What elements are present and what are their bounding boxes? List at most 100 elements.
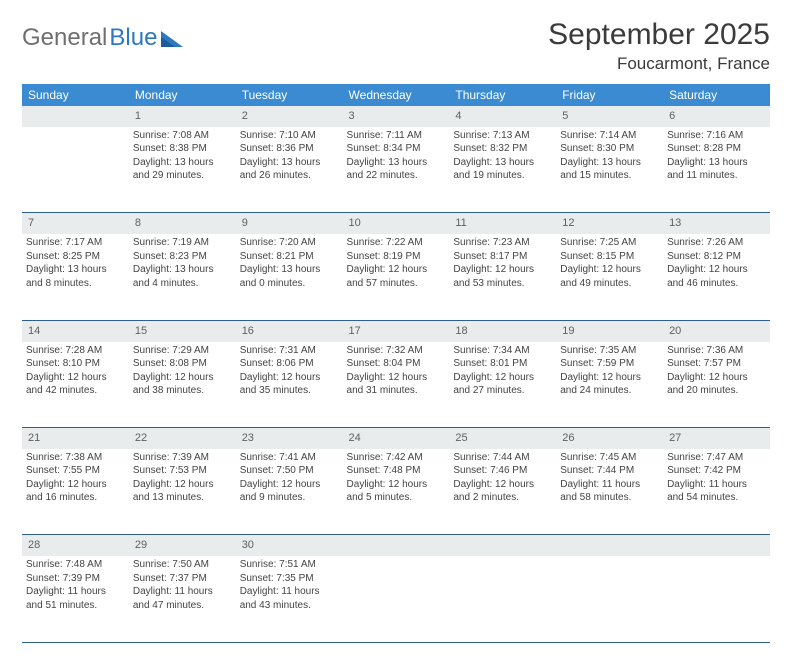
day-content-cell: Sunrise: 7:13 AMSunset: 8:32 PMDaylight:…	[449, 127, 556, 213]
day-info-line: Daylight: 13 hours	[560, 156, 659, 170]
day-info-line: Daylight: 11 hours	[26, 585, 125, 599]
day-info-line: Sunrise: 7:34 AM	[453, 344, 552, 358]
day-info-line: Sunrise: 7:20 AM	[240, 236, 339, 250]
header-bar: GeneralBlue September 2025 Foucarmont, F…	[22, 18, 770, 74]
day-content-cell	[449, 556, 556, 642]
day-number-cell: 26	[556, 428, 663, 449]
day-info-line: Sunset: 8:32 PM	[453, 142, 552, 156]
day-info-line: and 4 minutes.	[133, 277, 232, 291]
day-info-line: Sunrise: 7:36 AM	[667, 344, 766, 358]
day-info-line: Sunrise: 7:10 AM	[240, 129, 339, 143]
day-info-line: Sunset: 8:30 PM	[560, 142, 659, 156]
location-label: Foucarmont, France	[548, 54, 770, 74]
day-info-line: and 47 minutes.	[133, 599, 232, 613]
day-info-line: Sunrise: 7:11 AM	[347, 129, 446, 143]
day-info-line: and 29 minutes.	[133, 169, 232, 183]
day-content-row: Sunrise: 7:17 AMSunset: 8:25 PMDaylight:…	[22, 234, 770, 320]
title-block: September 2025 Foucarmont, France	[548, 18, 770, 74]
day-info-line: Sunset: 7:46 PM	[453, 464, 552, 478]
day-content-row: Sunrise: 7:28 AMSunset: 8:10 PMDaylight:…	[22, 342, 770, 428]
day-content-cell	[663, 556, 770, 642]
day-number-cell: 19	[556, 320, 663, 341]
day-content-cell: Sunrise: 7:42 AMSunset: 7:48 PMDaylight:…	[343, 449, 450, 535]
day-info-line: Sunset: 8:06 PM	[240, 357, 339, 371]
day-info-line: Daylight: 12 hours	[453, 371, 552, 385]
day-info-line: Sunset: 7:48 PM	[347, 464, 446, 478]
day-info-line: and 42 minutes.	[26, 384, 125, 398]
day-content-cell: Sunrise: 7:26 AMSunset: 8:12 PMDaylight:…	[663, 234, 770, 320]
day-info-line: Sunrise: 7:32 AM	[347, 344, 446, 358]
day-number-cell: 6	[663, 106, 770, 127]
day-content-cell: Sunrise: 7:39 AMSunset: 7:53 PMDaylight:…	[129, 449, 236, 535]
day-info-line: Sunset: 8:23 PM	[133, 250, 232, 264]
day-info-line: Daylight: 11 hours	[133, 585, 232, 599]
day-info-line: Sunset: 7:59 PM	[560, 357, 659, 371]
day-number-cell: 11	[449, 213, 556, 234]
day-info-line: Daylight: 11 hours	[667, 478, 766, 492]
day-content-row: Sunrise: 7:08 AMSunset: 8:38 PMDaylight:…	[22, 127, 770, 213]
day-number-cell: 9	[236, 213, 343, 234]
day-info-line: Sunrise: 7:08 AM	[133, 129, 232, 143]
day-number-cell	[449, 535, 556, 556]
weekday-header: Tuesday	[236, 84, 343, 106]
day-info-line: Sunset: 8:34 PM	[347, 142, 446, 156]
day-info-line: Sunrise: 7:51 AM	[240, 558, 339, 572]
day-content-cell: Sunrise: 7:36 AMSunset: 7:57 PMDaylight:…	[663, 342, 770, 428]
day-number-cell: 3	[343, 106, 450, 127]
day-number-cell	[22, 106, 129, 127]
calendar-table: Sunday Monday Tuesday Wednesday Thursday…	[22, 84, 770, 643]
day-info-line: Sunrise: 7:25 AM	[560, 236, 659, 250]
day-info-line: and 35 minutes.	[240, 384, 339, 398]
day-info-line: Sunrise: 7:42 AM	[347, 451, 446, 465]
day-info-line: and 31 minutes.	[347, 384, 446, 398]
day-info-line: Sunset: 7:39 PM	[26, 572, 125, 586]
day-content-cell: Sunrise: 7:11 AMSunset: 8:34 PMDaylight:…	[343, 127, 450, 213]
day-info-line: Sunset: 8:12 PM	[667, 250, 766, 264]
day-number-cell: 15	[129, 320, 236, 341]
day-info-line: Sunrise: 7:19 AM	[133, 236, 232, 250]
day-info-line: Sunset: 8:04 PM	[347, 357, 446, 371]
day-info-line: Daylight: 12 hours	[453, 478, 552, 492]
day-info-line: Sunset: 7:44 PM	[560, 464, 659, 478]
day-content-cell: Sunrise: 7:32 AMSunset: 8:04 PMDaylight:…	[343, 342, 450, 428]
day-info-line: Sunrise: 7:14 AM	[560, 129, 659, 143]
day-info-line: Daylight: 13 hours	[133, 156, 232, 170]
day-info-line: and 22 minutes.	[347, 169, 446, 183]
day-content-cell: Sunrise: 7:41 AMSunset: 7:50 PMDaylight:…	[236, 449, 343, 535]
day-info-line: and 15 minutes.	[560, 169, 659, 183]
day-content-cell: Sunrise: 7:28 AMSunset: 8:10 PMDaylight:…	[22, 342, 129, 428]
day-info-line: Sunrise: 7:38 AM	[26, 451, 125, 465]
day-info-line: Sunset: 8:19 PM	[347, 250, 446, 264]
day-info-line: and 54 minutes.	[667, 491, 766, 505]
day-info-line: and 0 minutes.	[240, 277, 339, 291]
day-info-line: Sunset: 7:35 PM	[240, 572, 339, 586]
day-content-cell	[22, 127, 129, 213]
day-info-line: and 53 minutes.	[453, 277, 552, 291]
day-info-line: Sunrise: 7:23 AM	[453, 236, 552, 250]
day-info-line: Daylight: 12 hours	[26, 478, 125, 492]
day-info-line: and 43 minutes.	[240, 599, 339, 613]
day-content-cell: Sunrise: 7:35 AMSunset: 7:59 PMDaylight:…	[556, 342, 663, 428]
day-content-cell: Sunrise: 7:10 AMSunset: 8:36 PMDaylight:…	[236, 127, 343, 213]
day-number-cell: 18	[449, 320, 556, 341]
day-info-line: and 16 minutes.	[26, 491, 125, 505]
day-content-cell: Sunrise: 7:47 AMSunset: 7:42 PMDaylight:…	[663, 449, 770, 535]
day-info-line: and 11 minutes.	[667, 169, 766, 183]
day-number-cell	[343, 535, 450, 556]
day-number-cell: 7	[22, 213, 129, 234]
day-info-line: Sunset: 8:21 PM	[240, 250, 339, 264]
day-info-line: Daylight: 13 hours	[26, 263, 125, 277]
day-info-line: Sunrise: 7:13 AM	[453, 129, 552, 143]
day-number-cell: 20	[663, 320, 770, 341]
weekday-header: Sunday	[22, 84, 129, 106]
day-number-cell: 23	[236, 428, 343, 449]
day-info-line: Sunset: 7:55 PM	[26, 464, 125, 478]
day-info-line: Sunset: 7:50 PM	[240, 464, 339, 478]
day-info-line: and 19 minutes.	[453, 169, 552, 183]
day-info-line: Daylight: 13 hours	[240, 156, 339, 170]
day-info-line: Sunrise: 7:48 AM	[26, 558, 125, 572]
day-number-cell: 17	[343, 320, 450, 341]
day-content-cell: Sunrise: 7:17 AMSunset: 8:25 PMDaylight:…	[22, 234, 129, 320]
day-info-line: and 8 minutes.	[26, 277, 125, 291]
day-info-line: and 46 minutes.	[667, 277, 766, 291]
